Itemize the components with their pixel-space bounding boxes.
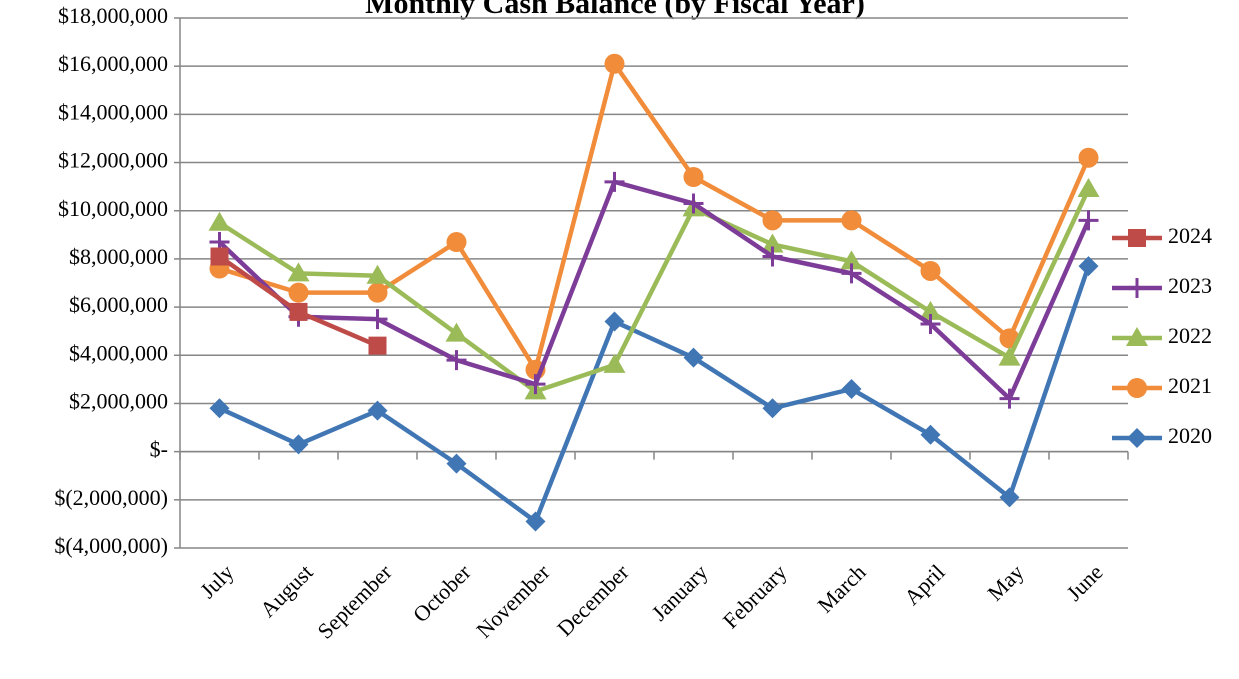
series-line: [218, 265, 1091, 524]
legend-label: 2023: [1168, 273, 1212, 298]
legend-label: 2021: [1168, 373, 1212, 398]
marker: [209, 398, 230, 419]
y-tick-label: $10,000,000: [58, 196, 168, 221]
marker: [367, 282, 388, 303]
series-line: [217, 179, 1091, 401]
legend-marker: [1127, 428, 1147, 448]
x-tick-label: July: [195, 559, 239, 603]
marker: [208, 211, 231, 231]
marker: [762, 398, 783, 419]
marker: [920, 260, 941, 281]
legend-label: 2022: [1168, 323, 1212, 348]
marker: [999, 388, 1020, 409]
x-tick-label: April: [899, 559, 950, 610]
marker: [999, 487, 1020, 508]
marker: [604, 311, 625, 332]
x-tick-label: March: [812, 559, 870, 617]
marker: [210, 247, 229, 266]
x-tick-label: January: [647, 559, 713, 625]
marker: [603, 353, 626, 373]
y-tick-label: $(2,000,000): [54, 485, 168, 510]
marker: [1077, 178, 1100, 198]
marker: [446, 232, 467, 253]
y-tick-label: $18,000,000: [58, 3, 168, 28]
x-tick-label: February: [718, 559, 792, 633]
y-tick-label: $6,000,000: [69, 292, 168, 317]
marker: [288, 282, 309, 303]
y-tick-label: $(4,000,000): [54, 533, 168, 558]
x-tick-label: August: [255, 559, 318, 622]
y-tick-label: $14,000,000: [58, 99, 168, 124]
marker: [919, 300, 942, 320]
legend-label: 2024: [1168, 223, 1212, 248]
x-tick-label: September: [312, 559, 397, 644]
marker: [761, 233, 784, 253]
marker: [604, 53, 625, 74]
marker: [368, 336, 387, 355]
x-tick-label: November: [471, 559, 555, 643]
marker: [288, 434, 309, 455]
marker: [604, 171, 625, 192]
marker: [289, 302, 308, 321]
marker: [287, 262, 310, 282]
y-tick-label: $-: [150, 437, 168, 462]
marker: [1078, 147, 1099, 168]
x-tick-label: May: [982, 559, 1028, 605]
marker: [366, 264, 389, 284]
y-tick-label: $16,000,000: [58, 51, 168, 76]
y-tick-label: $2,000,000: [69, 389, 168, 414]
marker: [446, 350, 467, 371]
x-tick-label: June: [1061, 559, 1107, 605]
marker: [525, 374, 546, 395]
marker: [446, 453, 467, 474]
series-line: [218, 61, 1091, 372]
marker: [841, 263, 862, 284]
marker: [367, 400, 388, 421]
marker: [1078, 256, 1099, 277]
chart-title: Monthly Cash Balance (by Fiscal Year): [365, 0, 865, 20]
y-tick-label: $12,000,000: [58, 148, 168, 173]
legend-marker: [1126, 327, 1148, 346]
marker: [1078, 210, 1099, 231]
marker: [841, 210, 862, 231]
series-line: [218, 188, 1091, 394]
marker: [445, 322, 468, 342]
y-tick-label: $8,000,000: [69, 244, 168, 269]
marker: [998, 346, 1021, 366]
marker: [762, 210, 783, 231]
x-tick-label: December: [552, 559, 634, 641]
legend-label: 2020: [1168, 423, 1212, 448]
marker: [762, 246, 783, 267]
marker: [920, 424, 941, 445]
marker: [920, 313, 941, 334]
marker: [840, 250, 863, 270]
legend-marker: [1127, 278, 1147, 298]
marker: [367, 309, 388, 330]
y-tick-label: $4,000,000: [69, 340, 168, 365]
legend-marker: [1128, 229, 1146, 247]
legend-marker: [1127, 378, 1147, 398]
marker: [683, 347, 704, 368]
marker: [841, 379, 862, 399]
marker: [525, 511, 546, 532]
marker: [683, 193, 704, 214]
marker: [683, 167, 704, 187]
x-tick-label: October: [408, 559, 476, 627]
